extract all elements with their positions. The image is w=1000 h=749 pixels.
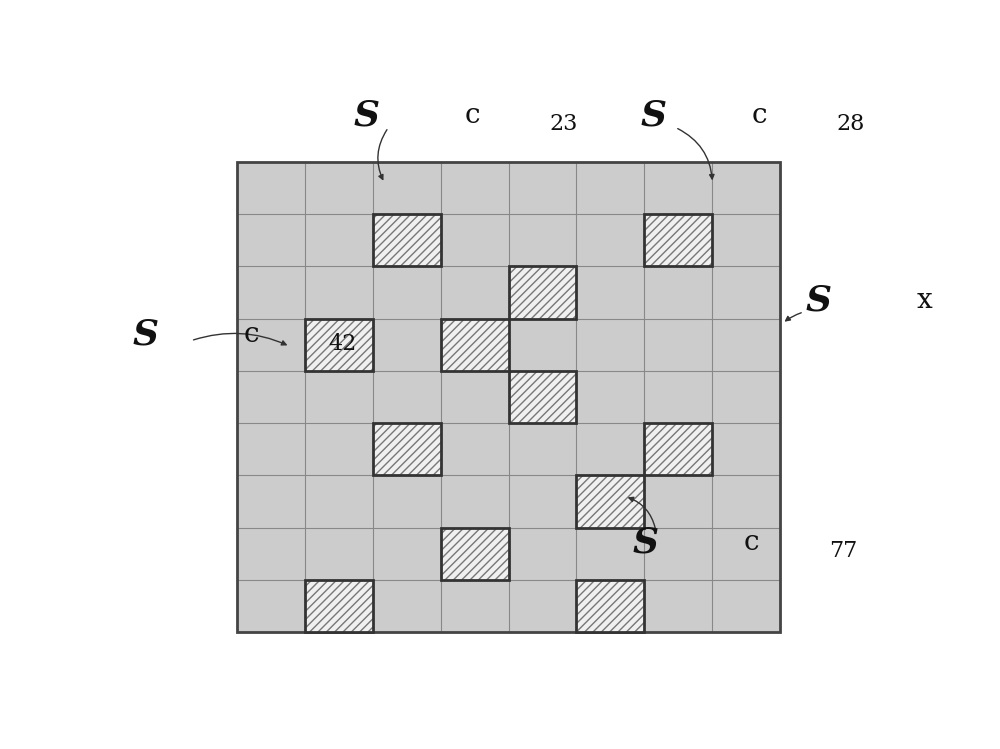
Bar (576, 580, 644, 632)
Bar (576, 580, 644, 632)
Bar (441, 318, 509, 371)
Bar (373, 423, 441, 476)
Bar (576, 476, 644, 527)
Bar (441, 318, 509, 371)
Bar (644, 423, 712, 476)
Bar (305, 318, 373, 371)
Bar (576, 580, 644, 632)
Bar (509, 371, 576, 423)
Bar (441, 527, 509, 580)
Bar (373, 423, 441, 476)
Bar (305, 580, 373, 632)
Bar (373, 214, 441, 267)
Bar (305, 318, 373, 371)
Text: S: S (633, 526, 659, 560)
Bar (305, 318, 373, 371)
Bar (644, 423, 712, 476)
Text: c: c (751, 103, 767, 130)
Bar (373, 214, 441, 267)
Bar (644, 214, 712, 267)
Bar (509, 267, 576, 318)
Bar (305, 580, 373, 632)
Text: 77: 77 (829, 540, 857, 562)
Text: c: c (743, 529, 759, 556)
Text: 23: 23 (550, 114, 578, 136)
Bar (373, 423, 441, 476)
Bar (441, 527, 509, 580)
Bar (373, 214, 441, 267)
Text: x: x (916, 287, 932, 314)
Text: c: c (244, 321, 259, 348)
Bar (576, 476, 644, 527)
Bar (441, 527, 509, 580)
Bar (509, 371, 576, 423)
Text: 42: 42 (329, 333, 357, 354)
Bar (644, 214, 712, 267)
Bar (509, 267, 576, 318)
Text: S: S (133, 318, 159, 352)
Text: S: S (805, 283, 832, 318)
Text: 28: 28 (836, 114, 865, 136)
Text: S: S (640, 99, 666, 133)
Bar (509, 371, 576, 423)
Bar (237, 162, 780, 632)
Bar (576, 476, 644, 527)
Bar (441, 318, 509, 371)
Bar (644, 214, 712, 267)
Text: c: c (464, 103, 480, 130)
Bar (305, 580, 373, 632)
Bar (237, 162, 780, 632)
Text: S: S (354, 99, 380, 133)
Bar (509, 267, 576, 318)
Bar (644, 423, 712, 476)
